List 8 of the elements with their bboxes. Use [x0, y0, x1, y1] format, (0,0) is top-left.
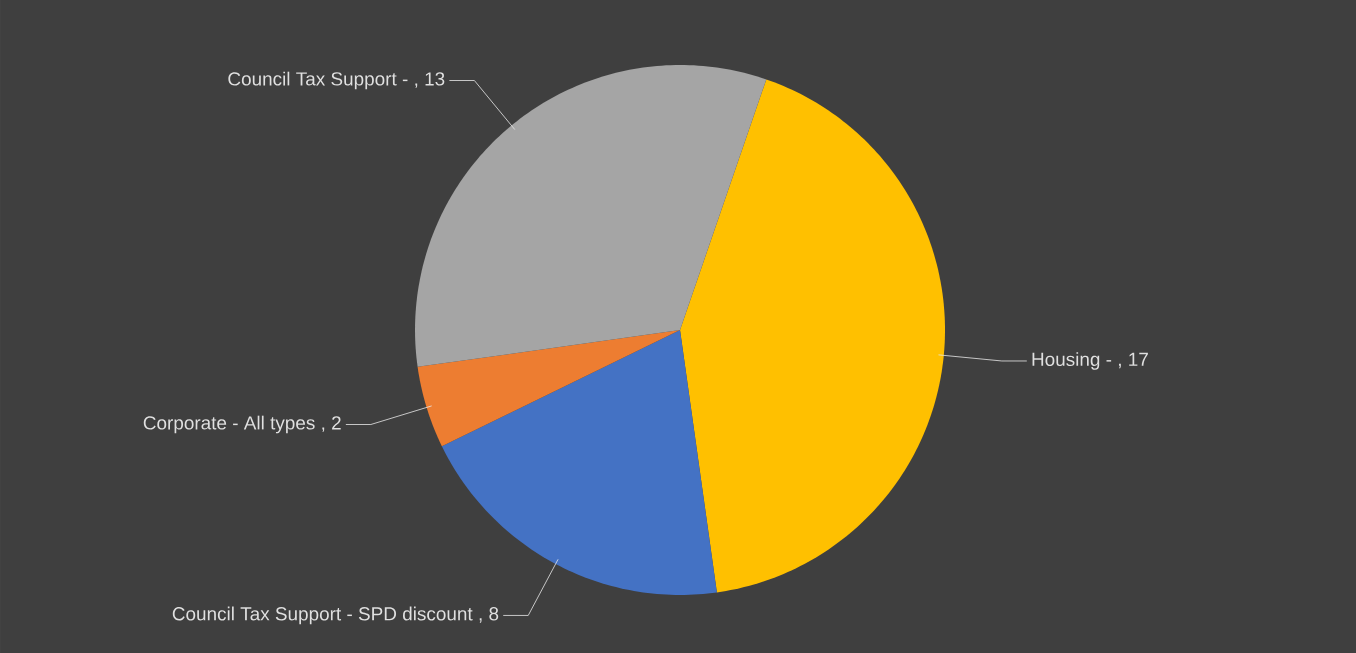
- data-label: , 8: [479, 607, 499, 623]
- slice-label: Housing -: [1032, 352, 1112, 370]
- slice-label: Corporate - All types: [143, 415, 315, 434]
- data-label: , 13: [415, 72, 445, 88]
- slice-label: Council Tax Support -: [228, 71, 408, 90]
- data-label: , 17: [1118, 352, 1148, 369]
- slice-label: Council Tax Support - SPD discount: [172, 606, 473, 625]
- data-label: , 2: [322, 416, 341, 432]
